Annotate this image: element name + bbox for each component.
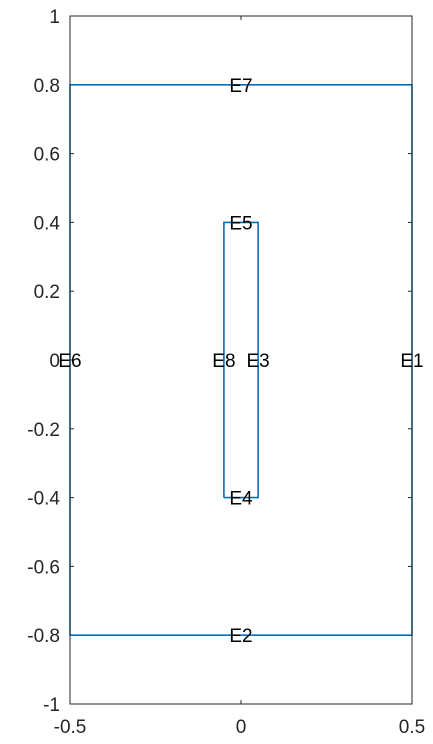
geometry-edges [69, 84, 413, 637]
x-tick-label: -0.5 [54, 717, 87, 738]
y-tick-label: -0.8 [27, 626, 60, 647]
y-tick-label: -1 [43, 695, 60, 716]
y-tick-label: 0 [49, 351, 60, 372]
edge-label-e2: E2 [229, 626, 252, 647]
y-tick-label: -0.2 [27, 420, 60, 441]
x-tick-label: 0.5 [399, 717, 425, 738]
inner-rectangle-edges [223, 221, 259, 499]
edge-label-e8: E8 [212, 351, 235, 372]
y-tick-label: 0.2 [34, 282, 60, 303]
edge-labels: E1 E2 E3 E4 E5 E6 E7 E8 [58, 76, 423, 647]
y-tick-label: 1 [49, 7, 60, 28]
edge-label-e5: E5 [229, 213, 252, 234]
y-axis-ticks: -1 -0.8 -0.6 -0.4 -0.2 0 0.2 0.4 0.6 0.8 1 [27, 7, 412, 716]
x-tick-label: 0 [236, 717, 247, 738]
edge-label-e6: E6 [58, 351, 81, 372]
y-tick-label: 0.4 [34, 213, 61, 234]
y-tick-label: 0.8 [34, 76, 60, 97]
outer-rectangle-edges [69, 84, 413, 637]
edge-label-e4: E4 [229, 489, 253, 510]
edge-label-e7: E7 [229, 76, 252, 97]
y-tick-label: -0.6 [27, 557, 60, 578]
edge-label-e3: E3 [246, 351, 269, 372]
y-tick-label: 0.6 [34, 145, 60, 166]
edge-label-e1: E1 [400, 351, 423, 372]
axes-box [69, 15, 413, 705]
y-tick-label: -0.4 [27, 489, 60, 510]
